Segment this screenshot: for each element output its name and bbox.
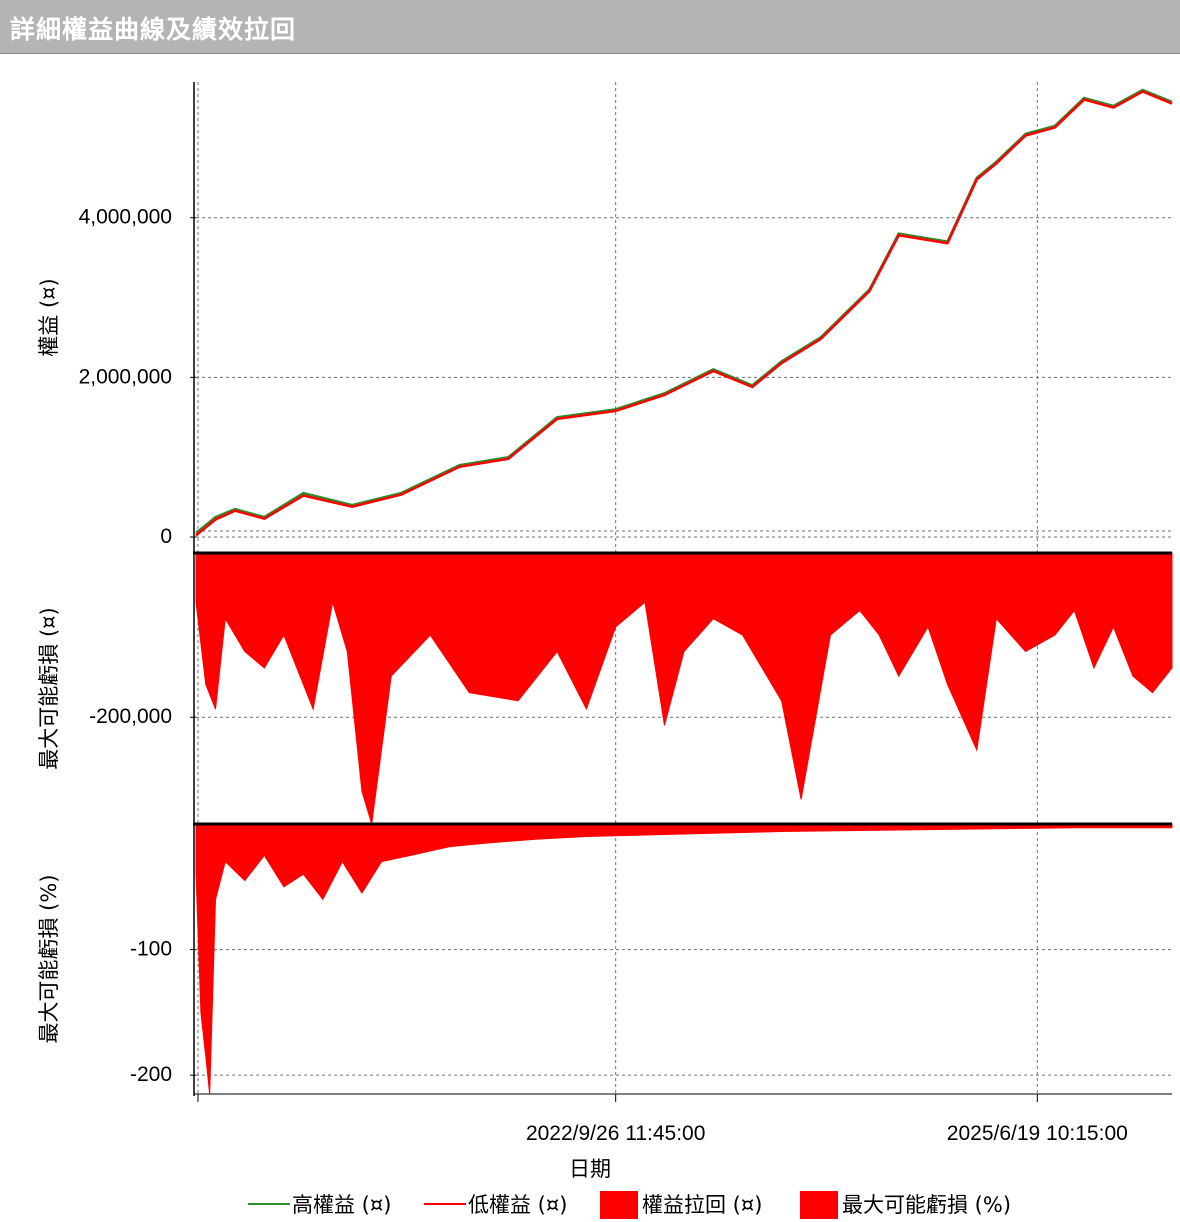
drawdown-pct-y-tick-label: -100 [130, 938, 172, 961]
drawdown-pct-area-0 [195, 823, 1173, 1095]
series-line-low-equity [195, 90, 1173, 537]
drawdown-pct-y-axis-title: 最大可能虧損 (%) [37, 874, 61, 1043]
equity-y-axis-title: 權益 (¤) [37, 278, 61, 356]
legend-label: 高權益 (¤) [292, 1193, 391, 1217]
legend-label: 低權益 (¤) [468, 1193, 567, 1217]
legend-swatch-box [600, 1191, 638, 1219]
x-tick-label: 2025/6/19 10:15:00 [947, 1122, 1128, 1145]
series-line-high-equity [195, 88, 1173, 535]
equity-y-tick-label: 2,000,000 [79, 365, 172, 388]
equity-y-tick-label: 0 [160, 525, 172, 548]
drawdown-area-0 [195, 552, 1173, 825]
drawdown-y-tick-label: -200,000 [89, 705, 172, 728]
drawdown-pct-y-tick-label: -200 [130, 1063, 172, 1086]
title-bar: 詳細權益曲線及績效拉回 [0, 0, 1180, 54]
drawdown-y-axis-title: 最大可能虧損 (¤) [37, 607, 61, 769]
equity-y-tick-label: 4,000,000 [79, 206, 172, 229]
legend-swatch-box [800, 1191, 838, 1219]
x-tick-label: 2022/9/26 11:45:00 [526, 1122, 705, 1145]
legend-label: 權益拉回 (¤) [642, 1193, 762, 1217]
legend-label: 最大可能虧損 (%) [842, 1193, 1011, 1217]
window-title: 詳細權益曲線及績效拉回 [10, 15, 297, 44]
x-axis-title: 日期 [569, 1157, 611, 1181]
